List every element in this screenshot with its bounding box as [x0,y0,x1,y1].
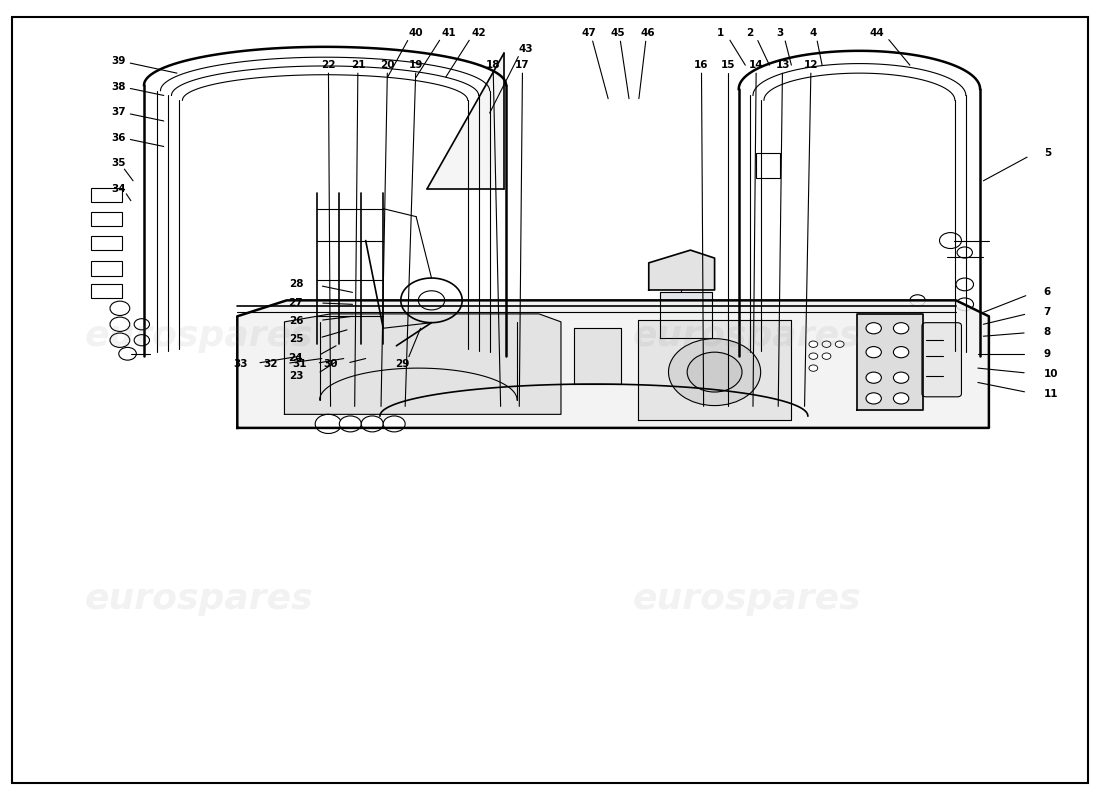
Circle shape [893,372,909,383]
Circle shape [910,294,925,306]
Text: 10: 10 [1044,369,1058,378]
Circle shape [110,317,130,331]
Bar [91,188,122,202]
Text: 26: 26 [288,316,304,326]
Circle shape [866,393,881,404]
Text: 45: 45 [610,28,625,38]
Circle shape [866,372,881,383]
Circle shape [835,341,844,347]
Text: 16: 16 [694,60,708,70]
Text: 9: 9 [1044,349,1050,358]
Text: 15: 15 [720,60,735,70]
Text: 2: 2 [746,28,754,38]
Circle shape [383,416,405,432]
Text: 27: 27 [288,298,304,308]
Text: 36: 36 [111,133,125,142]
Circle shape [110,333,130,347]
Text: 7: 7 [1044,307,1052,318]
Circle shape [134,318,150,330]
Text: 31: 31 [293,359,307,369]
Circle shape [822,341,830,347]
Bar [91,284,122,298]
Text: 17: 17 [515,60,530,70]
FancyBboxPatch shape [922,322,961,397]
Circle shape [316,414,341,434]
Text: 3: 3 [777,28,784,38]
Text: eurospares: eurospares [634,582,861,616]
Polygon shape [638,320,791,420]
Circle shape [361,416,383,432]
Text: 34: 34 [111,184,125,194]
Text: 14: 14 [749,60,763,70]
Polygon shape [649,250,715,290]
Text: 19: 19 [409,60,424,70]
Text: 32: 32 [263,359,277,369]
Circle shape [688,352,742,392]
Circle shape [866,346,881,358]
Text: eurospares: eurospares [85,319,313,354]
Text: 28: 28 [288,279,304,290]
Text: 38: 38 [111,82,125,92]
Text: 18: 18 [486,60,500,70]
Text: eurospares: eurospares [634,319,861,354]
Text: 24: 24 [288,353,304,362]
Text: 43: 43 [518,44,534,54]
Text: 22: 22 [321,60,336,70]
Circle shape [893,346,909,358]
Circle shape [939,233,961,249]
Text: 46: 46 [640,28,654,38]
Bar [91,236,122,250]
Circle shape [956,278,974,290]
Text: 21: 21 [351,60,365,70]
Circle shape [957,247,972,258]
Polygon shape [574,328,622,384]
Text: eurospares: eurospares [85,582,313,616]
Circle shape [134,334,150,346]
Text: 23: 23 [288,371,304,381]
Text: 39: 39 [111,56,125,66]
Bar [91,212,122,226]
Bar [91,262,122,276]
Text: 1: 1 [716,28,724,38]
Text: 12: 12 [804,60,818,70]
Text: 42: 42 [472,28,486,38]
Circle shape [822,353,830,359]
Circle shape [808,365,817,371]
Text: 44: 44 [870,28,884,38]
Circle shape [669,338,761,406]
Circle shape [893,322,909,334]
Text: 25: 25 [288,334,304,345]
Circle shape [339,416,361,432]
Text: 13: 13 [776,60,790,70]
Circle shape [110,301,130,315]
Text: 33: 33 [233,359,248,369]
Text: 41: 41 [442,28,456,38]
Polygon shape [857,314,923,410]
Polygon shape [285,314,561,414]
Circle shape [893,393,909,404]
Text: 30: 30 [323,359,338,369]
Text: 37: 37 [111,107,125,118]
Text: 35: 35 [111,158,125,168]
Circle shape [119,347,136,360]
Circle shape [808,353,817,359]
Text: 47: 47 [581,28,596,38]
Text: 8: 8 [1044,327,1050,338]
Text: 40: 40 [409,28,424,38]
Circle shape [956,298,974,310]
Polygon shape [427,54,504,189]
Circle shape [808,341,817,347]
Bar [757,153,780,178]
Text: 29: 29 [395,359,409,369]
Text: 20: 20 [381,60,395,70]
Polygon shape [238,300,989,428]
Text: 11: 11 [1044,389,1058,398]
Text: 4: 4 [810,28,817,38]
Circle shape [866,322,881,334]
Text: 5: 5 [1044,148,1050,158]
Text: 6: 6 [1044,287,1050,298]
Polygon shape [660,292,713,338]
